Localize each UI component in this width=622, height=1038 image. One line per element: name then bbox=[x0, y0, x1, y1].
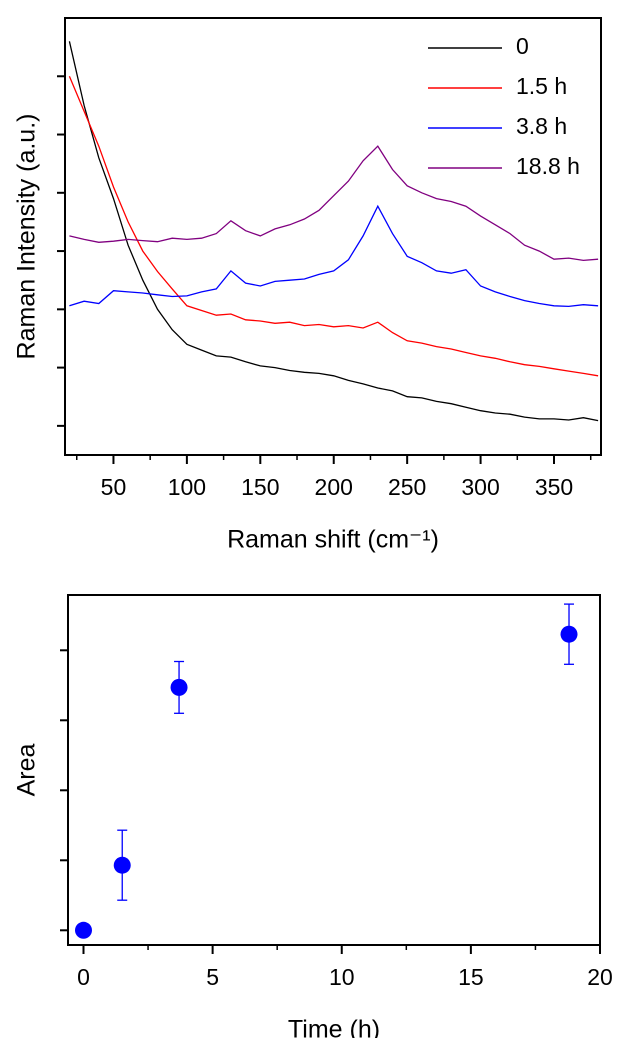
x-tick-label: 20 bbox=[587, 964, 613, 990]
x-tick-label: 0 bbox=[77, 964, 90, 990]
x-tick-label: 150 bbox=[241, 474, 279, 500]
legend-label: 0 bbox=[516, 33, 529, 59]
series-line bbox=[68, 76, 599, 377]
x-axis-label: Time (h) bbox=[288, 1016, 380, 1038]
series-line bbox=[69, 204, 599, 308]
x-tick-label: 10 bbox=[329, 964, 355, 990]
x-tick-label: 350 bbox=[535, 474, 573, 500]
x-tick-label: 300 bbox=[461, 474, 499, 500]
x-tick-label: 50 bbox=[101, 474, 127, 500]
x-tick-label: 15 bbox=[458, 964, 484, 990]
point bbox=[170, 678, 188, 696]
point bbox=[74, 921, 92, 939]
y-axis-label: Raman Intensity (a.u.) bbox=[13, 114, 41, 360]
x-axis-label: Raman shift (cm⁻¹) bbox=[227, 526, 439, 554]
point bbox=[560, 625, 578, 643]
legend-label: 18.8 h bbox=[516, 153, 580, 179]
plot-frame bbox=[67, 594, 601, 946]
x-tick-label: 200 bbox=[315, 474, 353, 500]
series-line bbox=[68, 41, 599, 422]
point bbox=[113, 856, 131, 874]
legend-label: 3.8 h bbox=[516, 113, 567, 139]
x-tick-label: 250 bbox=[388, 474, 426, 500]
series-line bbox=[69, 145, 599, 262]
legend-label: 1.5 h bbox=[516, 73, 567, 99]
y-axis-label: Area bbox=[13, 744, 41, 797]
x-tick-label: 5 bbox=[206, 964, 219, 990]
x-tick-label: 100 bbox=[168, 474, 206, 500]
